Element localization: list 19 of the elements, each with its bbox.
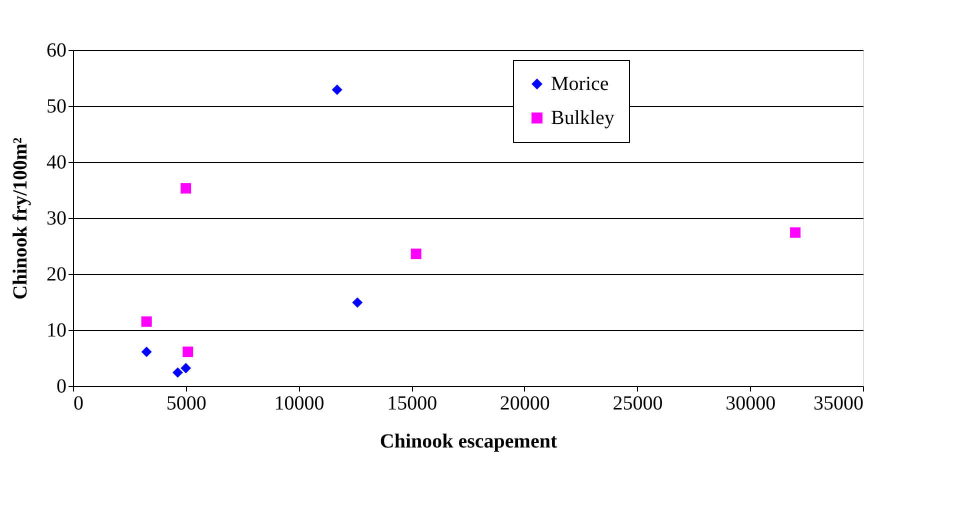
y-tick-label: 40: [46, 152, 66, 174]
y-tick-label: 10: [46, 320, 66, 342]
x-tick-label: 35000: [814, 392, 864, 414]
x-tick-label: 10000: [274, 392, 324, 414]
x-tick-label: 5000: [166, 392, 206, 414]
y-tick-label: 60: [46, 40, 66, 62]
x-tick-label: 0: [74, 392, 84, 414]
y-tick-label: 20: [46, 264, 66, 286]
y-tick-label: 50: [46, 96, 66, 118]
y-tick-label: 30: [46, 208, 66, 230]
x-tick-label: 20000: [500, 392, 550, 414]
x-tick-label: 25000: [612, 392, 663, 414]
x-tick-label: 30000: [726, 392, 776, 414]
x-axis-title: Chinook escapement: [380, 430, 558, 452]
y-tick-label: 0: [56, 376, 66, 398]
legend-label: Bulkley: [551, 107, 614, 129]
x-tick-label: 15000: [387, 392, 438, 414]
legend-label: Morice: [551, 73, 609, 95]
y-axis-title: Chinook fry/100m²: [10, 137, 32, 300]
